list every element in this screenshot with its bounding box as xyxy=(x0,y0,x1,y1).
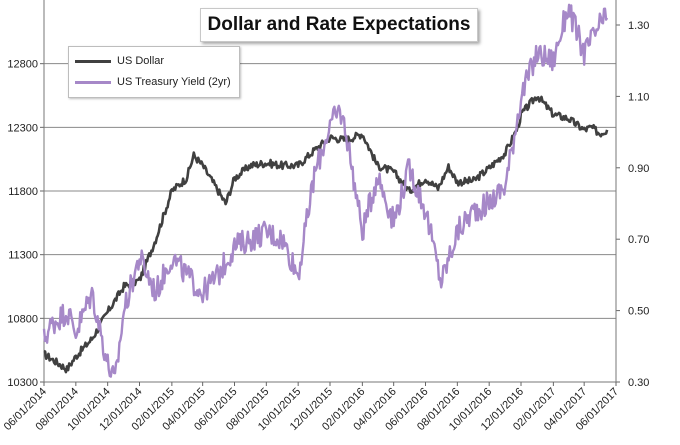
legend-item-us-dollar: US Dollar xyxy=(75,53,164,69)
y-left-tick-label: 10800 xyxy=(7,313,38,325)
legend: US Dollar US Treasury Yield (2yr) xyxy=(68,46,240,98)
y-right-tick-label: 1.30 xyxy=(628,20,649,32)
chart-title: Dollar and Rate Expectations xyxy=(207,14,471,35)
y-right-tick-label: 1.10 xyxy=(628,91,649,103)
y-left-tick-label: 11300 xyxy=(8,250,38,262)
chart-title-box: Dollar and Rate Expectations xyxy=(200,8,478,42)
y-right-tick-label: 0.50 xyxy=(628,306,649,318)
y-right-tick-label: 0.30 xyxy=(628,377,649,389)
series-line-us-dollar xyxy=(43,95,609,374)
legend-swatch-treasury-yield xyxy=(75,80,111,84)
y-left-tick-label: 10300 xyxy=(7,377,38,389)
y-right-tick-label: 0.70 xyxy=(628,234,649,246)
y-right-tick-label: 0.90 xyxy=(628,163,649,175)
legend-item-treasury-yield: US Treasury Yield (2yr) xyxy=(75,74,231,90)
series-line-treasury-yield xyxy=(42,3,609,378)
y-left-tick-label: 11800 xyxy=(8,186,38,198)
legend-swatch-us-dollar xyxy=(75,59,111,63)
legend-label-treasury-yield: US Treasury Yield (2yr) xyxy=(117,76,231,88)
y-left-tick-label: 12800 xyxy=(7,59,38,71)
y-left-tick-label: 12300 xyxy=(7,122,38,134)
legend-label-us-dollar: US Dollar xyxy=(117,55,165,67)
